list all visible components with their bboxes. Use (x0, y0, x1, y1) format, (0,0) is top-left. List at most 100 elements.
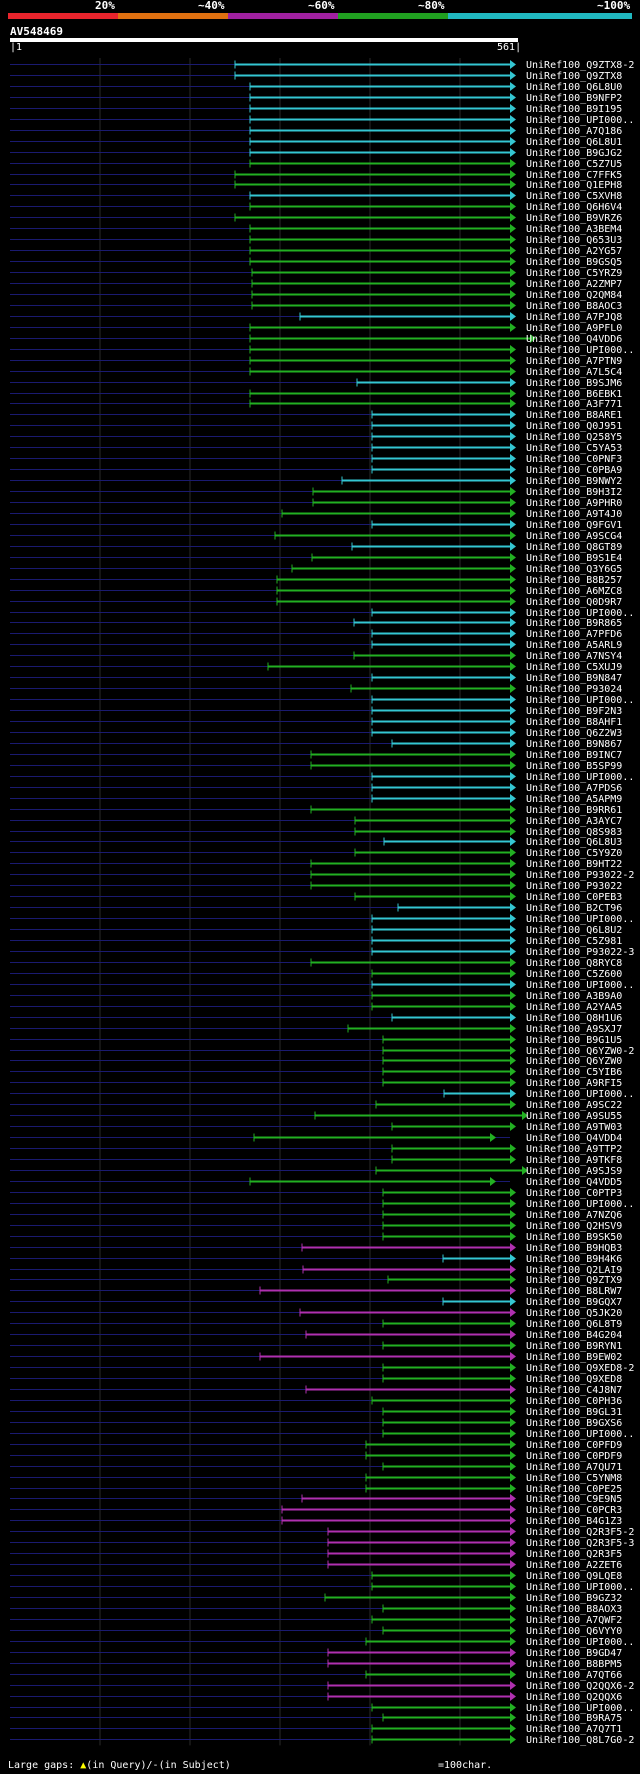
hit-row[interactable]: UniRef100_Q6H6V4 (10, 202, 622, 213)
hit-row[interactable]: UniRef100_A9SJS9 (10, 1166, 622, 1177)
hit-row[interactable]: UniRef100_UPI000.. (10, 1199, 634, 1210)
hit-name-link[interactable]: UniRef100_B9NWY2 (526, 476, 622, 487)
hit-name-link[interactable]: UniRef100_A7QU71 (526, 1462, 622, 1473)
hit-name-link[interactable]: UniRef100_P93024 (526, 684, 622, 695)
hit-name-link[interactable]: UniRef100_Q8GT89 (526, 542, 622, 553)
hit-row[interactable]: UniRef100_P93022-2 (10, 870, 634, 881)
hit-row[interactable]: UniRef100_A9PFL0 (10, 323, 622, 334)
hit-row[interactable]: UniRef100_Q9ZTX8-2 (10, 60, 634, 71)
hit-name-link[interactable]: UniRef100_B9RYN1 (526, 1341, 622, 1352)
hit-row[interactable]: UniRef100_B9GZ32 (10, 1593, 622, 1604)
hit-row[interactable]: UniRef100_B9NFP2 (10, 93, 622, 104)
hit-row[interactable]: UniRef100_C5Z981 (10, 936, 622, 947)
hit-name-link[interactable]: UniRef100_B9R865 (526, 618, 622, 629)
hit-name-link[interactable]: UniRef100_A9RFI5 (526, 1078, 622, 1089)
hit-row[interactable]: UniRef100_Q2HSV9 (10, 1221, 622, 1232)
hit-row[interactable]: UniRef100_B9H3I2 (10, 487, 622, 498)
hit-row[interactable]: UniRef100_A7QU71 (10, 1462, 622, 1473)
hit-name-link[interactable]: UniRef100_B5SP99 (526, 761, 622, 772)
hit-row[interactable]: UniRef100_Q8H1U6 (10, 1013, 622, 1024)
hit-name-link[interactable]: UniRef100_C5Z981 (526, 936, 622, 947)
hit-row[interactable]: UniRef100_Q1EPH8 (10, 180, 622, 191)
hit-name-link[interactable]: UniRef100_A7PJQ8 (526, 312, 622, 323)
hit-name-link[interactable]: UniRef100_A7QT66 (526, 1670, 622, 1681)
hit-row[interactable]: UniRef100_P93022 (10, 881, 622, 892)
hit-name-link[interactable]: UniRef100_B9GZ32 (526, 1593, 622, 1604)
hit-name-link[interactable]: UniRef100_UPI000.. (526, 695, 634, 706)
hit-name-link[interactable]: UniRef100_UPI000.. (526, 345, 634, 356)
hit-name-link[interactable]: UniRef100_C5XVH8 (526, 191, 622, 202)
hit-row[interactable]: UniRef100_B9NWY2 (10, 476, 622, 487)
hit-name-link[interactable]: UniRef100_UPI000.. (526, 772, 634, 783)
hit-name-link[interactable]: UniRef100_A7PTN9 (526, 356, 622, 367)
hit-row[interactable]: UniRef100_Q6L8U2 (10, 925, 622, 936)
hit-row[interactable]: UniRef100_A9TKF8 (10, 1155, 622, 1166)
hit-name-link[interactable]: UniRef100_B8AOX3 (526, 1604, 622, 1615)
hit-row[interactable]: UniRef100_B9INC7 (10, 750, 622, 761)
hit-name-link[interactable]: UniRef100_Q9FGV1 (526, 520, 622, 531)
hit-row[interactable]: UniRef100_C5Z600 (10, 969, 622, 980)
hit-name-link[interactable]: UniRef100_UPI000.. (526, 1089, 634, 1100)
hit-row[interactable]: UniRef100_UPI000.. (10, 772, 634, 783)
hit-row[interactable]: UniRef100_Q6L8T9 (10, 1319, 622, 1330)
hit-row[interactable]: UniRef100_UPI000.. (10, 1703, 634, 1714)
hit-name-link[interactable]: UniRef100_UPI000.. (526, 914, 634, 925)
hit-row[interactable]: UniRef100_A7PJQ8 (10, 312, 622, 323)
hit-row[interactable]: UniRef100_Q2QQX6-2 (10, 1681, 634, 1692)
hit-row[interactable]: UniRef100_B8AOC3 (10, 301, 622, 312)
hit-name-link[interactable]: UniRef100_A7L5C4 (526, 367, 622, 378)
hit-row[interactable]: UniRef100_B8LRW7 (10, 1286, 622, 1297)
hit-row[interactable]: UniRef100_B9EW02 (10, 1352, 622, 1363)
hit-name-link[interactable]: UniRef100_B2CT96 (526, 903, 622, 914)
hit-row[interactable]: UniRef100_B9G1U5 (10, 1035, 622, 1046)
hit-name-link[interactable]: UniRef100_A2ZMP7 (526, 279, 622, 290)
hit-name-link[interactable]: UniRef100_A6MZC8 (526, 586, 622, 597)
hit-name-link[interactable]: UniRef100_B9HT22 (526, 859, 622, 870)
hit-name-link[interactable]: UniRef100_Q6VYY0 (526, 1626, 622, 1637)
hit-row[interactable]: UniRef100_B9S1E4 (10, 553, 622, 564)
hit-name-link[interactable]: UniRef100_Q6L8U1 (526, 137, 622, 148)
hit-name-link[interactable]: UniRef100_Q653U3 (526, 235, 622, 246)
hit-row[interactable]: UniRef100_Q6YZW0-2 (10, 1046, 634, 1057)
hit-name-link[interactable]: UniRef100_B9NFP2 (526, 93, 622, 104)
hit-name-link[interactable]: UniRef100_Q6L8T9 (526, 1319, 622, 1330)
hit-name-link[interactable]: UniRef100_B9VRZ6 (526, 213, 622, 224)
hit-row[interactable]: UniRef100_A3AYC7 (10, 816, 622, 827)
hit-name-link[interactable]: UniRef100_P93022-3 (526, 947, 634, 958)
hit-name-link[interactable]: UniRef100_B9G1U5 (526, 1035, 622, 1046)
hit-name-link[interactable]: UniRef100_Q4VDD6 (526, 334, 622, 345)
hit-name-link[interactable]: UniRef100_UPI000.. (526, 1582, 634, 1593)
hit-name-link[interactable]: UniRef100_A3BEM4 (526, 224, 622, 235)
hit-name-link[interactable]: UniRef100_Q2QQX6 (526, 1692, 622, 1703)
hit-name-link[interactable]: UniRef100_C5Z7U5 (526, 159, 622, 170)
hit-row[interactable]: UniRef100_A2YAA5 (10, 1002, 622, 1013)
hit-name-link[interactable]: UniRef100_C5YA53 (526, 443, 622, 454)
hit-name-link[interactable]: UniRef100_C0PDF9 (526, 1451, 622, 1462)
hit-row[interactable]: UniRef100_C0PH36 (10, 1396, 622, 1407)
hit-row[interactable]: UniRef100_A7Q186 (10, 126, 622, 137)
hit-name-link[interactable]: UniRef100_C9E9N5 (526, 1494, 622, 1505)
hit-row[interactable]: UniRef100_B9SK50 (10, 1232, 622, 1243)
hit-name-link[interactable]: UniRef100_C5Y9Z0 (526, 848, 622, 859)
hit-row[interactable]: UniRef100_A5ARL9 (10, 640, 622, 651)
hit-row[interactable]: UniRef100_C5Y9Z0 (10, 848, 622, 859)
hit-name-link[interactable]: UniRef100_Q8H1U6 (526, 1013, 622, 1024)
hit-name-link[interactable]: UniRef100_A7PFD6 (526, 629, 622, 640)
hit-name-link[interactable]: UniRef100_A3AYC7 (526, 816, 622, 827)
hit-name-link[interactable]: UniRef100_C4J8N7 (526, 1385, 622, 1396)
hit-name-link[interactable]: UniRef100_B9GQX7 (526, 1297, 622, 1308)
hit-name-link[interactable]: UniRef100_A9PHR0 (526, 498, 622, 509)
hit-row[interactable]: UniRef100_C5Z7U5 (10, 159, 622, 170)
hit-name-link[interactable]: UniRef100_B9GJG2 (526, 148, 622, 159)
hit-name-link[interactable]: UniRef100_B9S1E4 (526, 553, 622, 564)
hit-name-link[interactable]: UniRef100_B9H3I2 (526, 487, 622, 498)
hit-row[interactable]: UniRef100_A5APM9 (10, 794, 622, 805)
hit-name-link[interactable]: UniRef100_Q2QM84 (526, 290, 622, 301)
hit-row[interactable]: UniRef100_Q6L8U3 (10, 837, 622, 848)
hit-name-link[interactable]: UniRef100_B8AHF1 (526, 717, 622, 728)
hit-name-link[interactable]: UniRef100_B9RA75 (526, 1713, 622, 1724)
hit-row[interactable]: UniRef100_P93022-3 (10, 947, 634, 958)
hit-name-link[interactable]: UniRef100_Q9ZTX9 (526, 1275, 622, 1286)
hit-name-link[interactable]: UniRef100_C0PH36 (526, 1396, 622, 1407)
hit-name-link[interactable]: UniRef100_A5ARL9 (526, 640, 622, 651)
